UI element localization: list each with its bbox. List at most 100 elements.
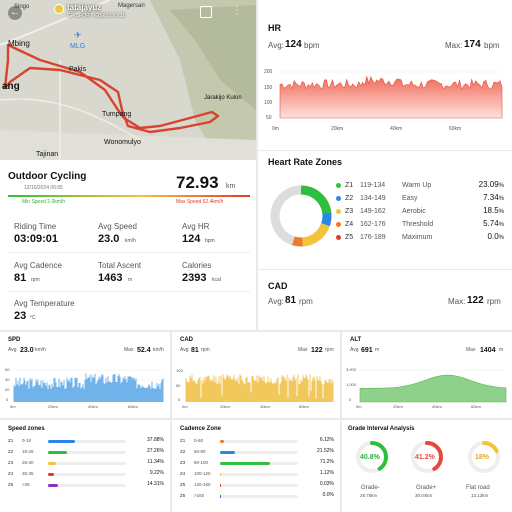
donut-slice xyxy=(270,185,332,247)
more-icon[interactable]: ⋮ xyxy=(232,5,242,16)
spd-max-unit: km/h xyxy=(153,347,164,353)
zone-id: Z3 xyxy=(8,460,14,465)
zone-dot-icon xyxy=(336,183,341,188)
cad-chart-avg-value: 81 xyxy=(191,347,199,354)
x-tick: 40km xyxy=(88,404,98,409)
stat-label: Total Ascent xyxy=(98,261,142,270)
max-speed: Max Speed 52.4km/h xyxy=(176,199,224,205)
zone-name: Threshold xyxy=(402,221,434,228)
hr-card: HR Avg: 124 bpm Max: 174 bpm 200 150 100… xyxy=(258,0,512,150)
alt-max-label: Max xyxy=(466,347,476,353)
zone-bar-fill xyxy=(48,484,59,487)
cad-chart-avg-unit: rpm xyxy=(201,347,210,353)
cad-max-unit: rpm xyxy=(487,297,501,306)
zone-id: Z3 xyxy=(345,208,354,215)
zone-dot-icon xyxy=(336,222,341,227)
route-map[interactable]: ← tatajayuz IGPSPORT IGS618 V1.11 ⋮ Sing… xyxy=(0,0,256,160)
hr-zone-row: Z3 149-162 Aerobic 18.5% xyxy=(336,207,508,217)
place-label: ang xyxy=(2,81,20,92)
activity-date: 12/10/2024 06:05 xyxy=(24,185,63,191)
grade-ring xyxy=(356,441,388,473)
grade-name: Grade- xyxy=(361,485,380,491)
zone-pct: 7.34% xyxy=(483,193,504,203)
hr-zone-list: Z1 119-134 Warm Up 23.09% Z2 134-149 Easy 7.34%… xyxy=(336,181,508,251)
zone-bar-fill xyxy=(48,473,55,476)
stat-value: 2393 xyxy=(182,272,207,284)
zone-range: 162-176 xyxy=(360,221,386,228)
username: tatajayuz xyxy=(67,3,102,12)
zone-pct: 0.0% xyxy=(487,232,504,242)
zone-id: Z1 xyxy=(180,438,186,443)
zone-bar-track xyxy=(220,495,298,498)
cadence-zones-card: Cadence Zone Z1 0-60 6.12% Z2 60-80 21.52% Z3 8… xyxy=(172,420,340,512)
zone-range: 0-60 xyxy=(194,438,204,443)
zone-id: Z2 xyxy=(345,195,354,202)
zone-dot-icon xyxy=(336,235,341,240)
spd-max-label: Max xyxy=(124,347,134,353)
stat-unit: kcal xyxy=(212,277,221,283)
zone-range: >160 xyxy=(194,493,205,498)
speed-zone-list: Z1 0-18 37.88% Z2 18-26 27.26% Z3 26-30 11.34% Z4… xyxy=(8,438,166,510)
zone-range: 134-149 xyxy=(360,195,386,202)
zone-range: 176-189 xyxy=(360,234,386,241)
x-tick: 20km xyxy=(220,404,230,409)
cad-summary-card: CAD Avg: 81 rpm Max: 122 rpm xyxy=(258,270,512,330)
cad-title: CAD xyxy=(268,281,288,291)
zone-row: Z3 26-30 11.34% xyxy=(8,460,166,470)
spd-avg-unit: km/h xyxy=(35,347,46,353)
alt-max-value: 1404 xyxy=(480,347,496,354)
x-tick: 60km xyxy=(471,404,481,409)
y-tick: 100 xyxy=(176,368,183,373)
stat-value: 81 xyxy=(14,272,27,284)
x-tick: 20km xyxy=(331,126,344,132)
place-label: Mbing xyxy=(8,39,30,48)
zone-id: Z5 xyxy=(180,482,186,487)
spd-title: SPD xyxy=(8,337,21,343)
zone-bar-track xyxy=(220,440,298,443)
y-tick: 1,000 xyxy=(346,382,357,387)
speed-zones-card: Speed zones Z1 0-18 37.88% Z2 18-26 27.26% Z3 2… xyxy=(0,420,170,512)
zone-id: Z5 xyxy=(8,482,14,487)
y-tick: 50 xyxy=(176,383,181,388)
zone-id: Z4 xyxy=(8,471,14,476)
y-tick: 0 xyxy=(178,397,181,402)
back-arrow-icon[interactable]: ← xyxy=(8,6,22,20)
hr-series xyxy=(279,75,503,119)
place-label: Tumpang xyxy=(102,111,132,118)
cad-max-value: 122 xyxy=(467,295,484,306)
grade-dist: 30.04km xyxy=(415,493,433,498)
zone-id: Z1 xyxy=(8,438,14,443)
alt-chart xyxy=(359,369,507,403)
y-tick: 150 xyxy=(264,85,273,91)
cad-chart xyxy=(185,374,334,402)
x-tick: 60km xyxy=(128,404,138,409)
zone-bar-fill xyxy=(220,462,270,465)
zone-bar-track xyxy=(48,440,126,443)
place-label: Wonomulyo xyxy=(104,139,141,146)
zone-id: Z4 xyxy=(345,221,354,228)
share-icon[interactable] xyxy=(200,6,212,18)
zone-name: Warm Up xyxy=(402,182,432,189)
hr-max-value: 174 xyxy=(464,39,481,50)
route-line xyxy=(3,43,220,134)
place-label: Jarakijo Kulon xyxy=(204,95,242,101)
hr-zones-card: Heart Rate Zones Z1 119-134 Warm Up 23.09% Z… xyxy=(258,151,512,269)
cad-chart-card: CAD Avg 81 rpm Max 122 rpm 100 50 0 0m 2… xyxy=(172,332,340,418)
y-tick: 100 xyxy=(264,100,273,106)
stat-label: Avg Temperature xyxy=(14,299,75,308)
zone-id: Z3 xyxy=(180,460,186,465)
zone-row: Z3 80-100 71.2% xyxy=(180,460,336,470)
y-tick: 40 xyxy=(5,377,10,382)
y-tick: 200 xyxy=(264,69,273,75)
cad-max-label: Max: xyxy=(448,297,466,306)
y-tick: 20 xyxy=(5,387,10,392)
place-label: Pakis xyxy=(69,66,87,73)
y-tick: 50 xyxy=(266,115,272,121)
cadence-zones-title: Cadence Zone xyxy=(180,426,222,432)
zone-bar-fill xyxy=(220,440,225,443)
zone-id: Z1 xyxy=(345,182,354,189)
zone-pct: 14.31% xyxy=(147,481,164,487)
zone-bar-track xyxy=(220,451,298,454)
stat-label: Riding Time xyxy=(14,222,57,231)
zone-range: >35 xyxy=(22,482,30,487)
